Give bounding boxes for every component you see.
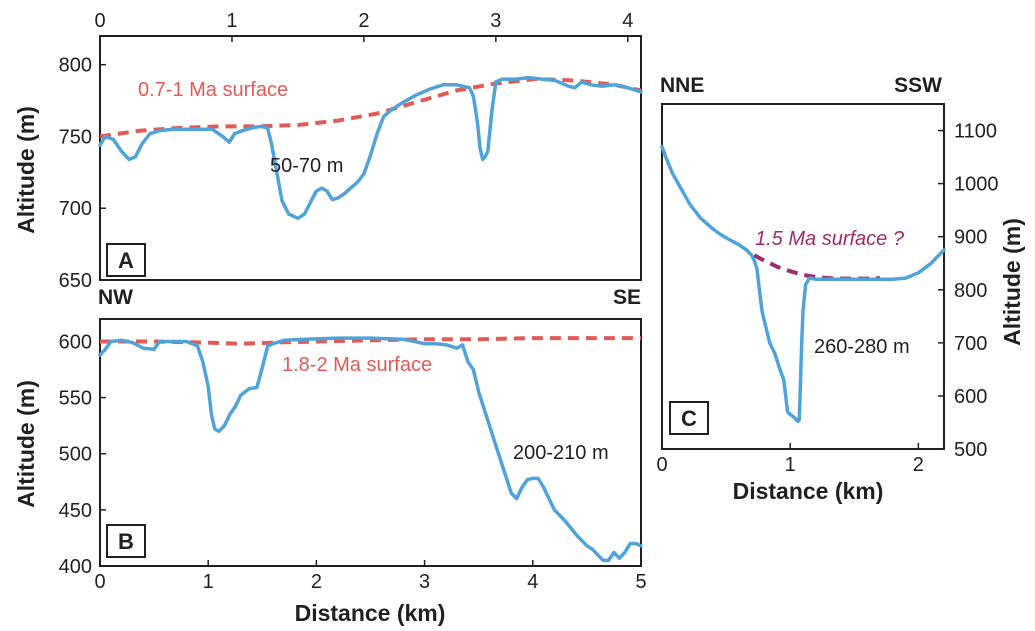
panel-b-letter-box [106,524,146,558]
panel-b: NW SE 0 1 2 3 4 5 400 450 500 550 600 1.8-2 Ma sur… [59,286,647,626]
panel-b-y-axis-title: Altitude (m) [13,380,39,508]
panel-c-frame [661,103,945,450]
x-tick-label: 2 [311,571,322,593]
x-tick-label: 3 [490,10,501,32]
panel-b-x-axis-title: Distance (km) [295,600,446,626]
panel-b-direction-left: NW [98,286,133,309]
panel-b-incision-label: 200-210 m [513,442,609,464]
y-tick-label: 1100 [954,121,997,143]
panel-c-profile-line [660,144,946,424]
y-tick-label: 750 [59,126,92,148]
panel-a-incision-label: 50-70 m [270,155,343,177]
panel-a-letter-box [106,243,146,277]
x-tick-label: 1 [203,571,214,593]
y-tick-label: 550 [59,388,92,410]
y-tick-label: 700 [59,198,92,220]
x-tick-label: 4 [527,571,538,593]
panel-c-surface-label: 1.5 Ma surface ? [755,228,905,250]
y-tick-label: 650 [59,270,92,292]
panel-b-surface-line [100,336,641,346]
y-tick-label: 600 [59,331,92,353]
panel-c-letter-box [669,401,709,435]
panel-a: 0 1 2 3 4 650 700 750 800 0.7-1 Ma surface 50-70… [59,10,643,292]
y-tick-label: 500 [954,439,987,461]
x-tick-label: 1 [226,10,237,32]
panel-a-y-axis-title: Altitude (m) [13,106,39,234]
panel-c-letter: C [681,406,697,431]
panel-b-direction-right: SE [613,286,641,309]
x-tick-label: 0 [94,10,105,32]
x-tick-label: 2 [358,10,369,32]
panel-a-frame [99,35,642,281]
panel-c: NNE SSW 0 1 2 500 600 700 800 900 1000 1100 1.5 M… [656,74,1025,504]
y-tick-label: 800 [59,55,92,77]
x-tick-label: 1 [785,454,796,476]
x-tick-label: 0 [94,571,105,593]
panel-b-profile-line [98,336,643,563]
x-tick-label: 3 [419,571,430,593]
panel-c-direction-left: NNE [660,74,704,97]
y-tick-label: 500 [59,444,92,466]
y-tick-label: 900 [954,227,987,249]
panel-c-incision-label: 260-280 m [814,336,910,358]
panel-a-letter: A [118,248,134,273]
x-tick-label: 5 [635,571,646,593]
y-tick-label: 600 [954,386,987,408]
panel-c-ticks: 0 1 2 500 600 700 800 900 1000 1100 [656,121,998,476]
panel-c-x-axis-title: Distance (km) [733,478,884,504]
x-tick-label: 0 [656,454,667,476]
y-tick-label: 800 [954,280,987,302]
panel-b-surface-label: 1.8-2 Ma surface [282,354,432,376]
panel-a-profile-line [98,75,643,221]
y-tick-label: 1000 [954,174,999,196]
panel-c-direction-right: SSW [894,74,942,97]
x-tick-label: 4 [622,10,633,32]
x-tick-label: 2 [913,454,924,476]
panel-b-letter: B [118,529,134,554]
y-tick-label: 450 [59,500,92,522]
y-tick-label: 700 [954,333,987,355]
panel-a-surface-label: 0.7-1 Ma surface [138,79,288,101]
y-tick-label: 400 [59,556,92,578]
panel-b-ticks: 0 1 2 3 4 5 400 450 500 550 600 [59,331,647,593]
panel-a-surface-line [99,77,642,139]
panel-c-y-axis-title: Altitude (m) [999,218,1025,346]
panel-c-surface-line [753,253,880,281]
panel-a-ticks: 0 1 2 3 4 650 700 750 800 [59,10,634,292]
panel-b-frame [99,318,642,567]
